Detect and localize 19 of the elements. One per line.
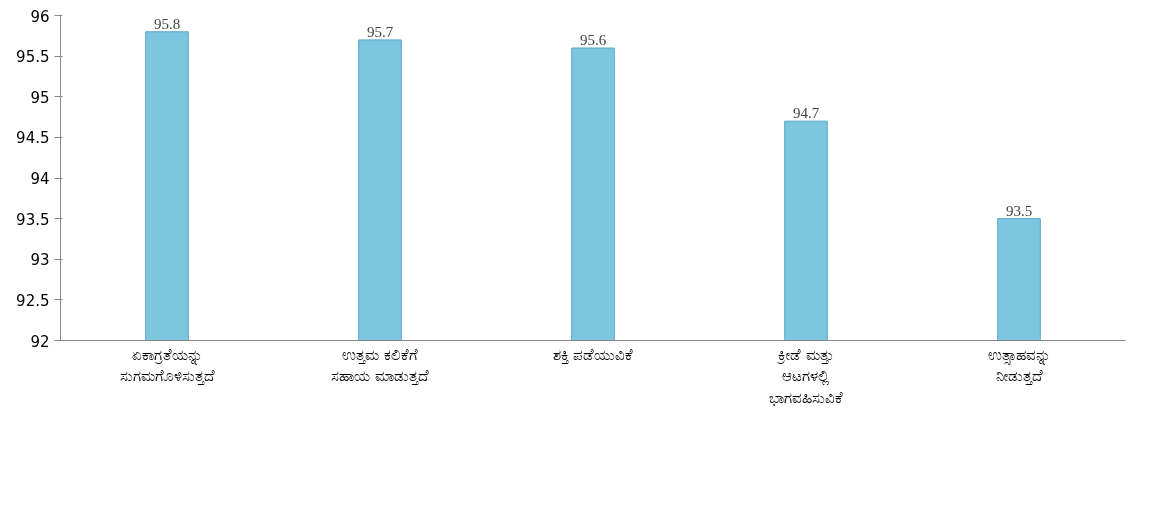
y-tick-label: 92	[30, 332, 50, 351]
y-tick-label: 95.5	[16, 48, 50, 67]
y-tick-label: 95	[30, 88, 50, 107]
y-tick-label: 96	[30, 7, 50, 26]
y-tick-label: 94.5	[16, 129, 50, 148]
x-tick-label: ಶಕ್ತಿ ಪಡೆಯುವಿಕೆ	[552, 345, 634, 364]
x-tick-label: ಕ್ರೀಡೆ ಮತ್ತು ಆಟಗಳಲ್ಲಿ ಭಾಗವಹಿಸುವಿಕೆ	[769, 345, 843, 407]
y-tick-label: 94	[30, 170, 50, 188]
data-label: 95.8	[153, 15, 181, 32]
data-label: 95.6	[579, 32, 607, 48]
y-tick-label: 93.5	[16, 210, 50, 229]
x-tick-label: ಉತ್ಸಾಹವನ್ನು ನೀಡುತ್ತದೆ	[987, 345, 1051, 386]
x-tick-label: ಏಕಾಗ್ರತೆಯನ್ನು ಸುಗಮಗೊಳಿಸುತ್ತದೆ	[119, 345, 215, 386]
data-label: 94.7	[792, 105, 820, 122]
y-tick-label: 93	[30, 251, 50, 270]
data-label: 95.7	[366, 23, 394, 40]
x-tick-label: ಉತ್ತಮ ಕಲಿಕೆಗೆ ಸಹಾಯ ಮಾಡುತ್ತದೆ	[331, 345, 429, 386]
data-label: 93.5	[1005, 202, 1033, 219]
y-tick-label: 92.5	[16, 291, 50, 310]
